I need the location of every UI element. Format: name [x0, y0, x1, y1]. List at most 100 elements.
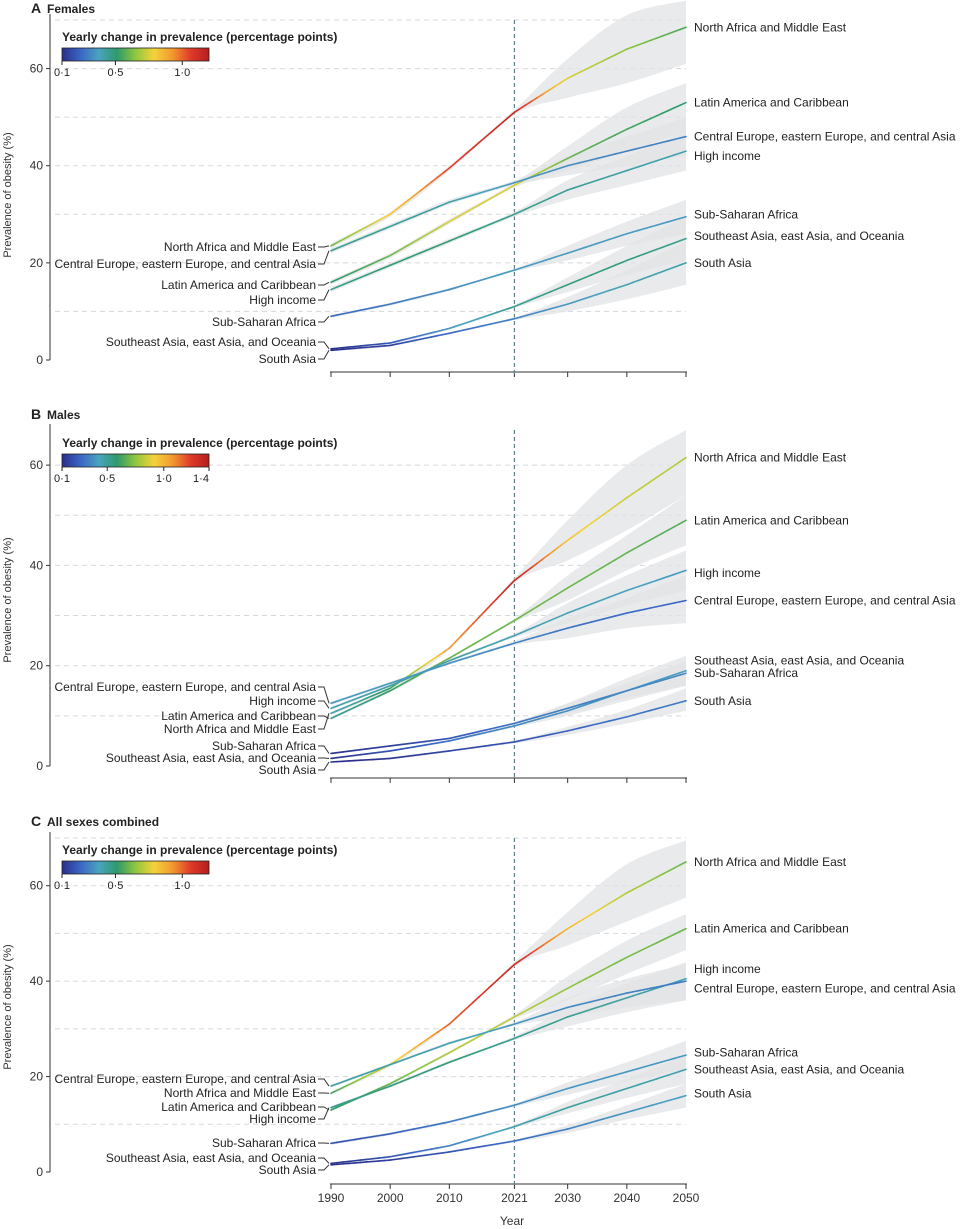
series-segment — [436, 224, 445, 230]
series-segment — [501, 1141, 510, 1144]
series-segment — [649, 143, 658, 147]
series-segment — [489, 743, 498, 747]
series-segment — [407, 195, 415, 202]
series-segment — [330, 714, 338, 720]
series-segment — [673, 600, 681, 604]
series-segment — [507, 184, 516, 190]
series-segment — [513, 720, 522, 725]
series-segment — [353, 268, 362, 273]
series-segment — [418, 1039, 427, 1046]
series-segment — [584, 522, 593, 529]
series-segment — [330, 756, 338, 760]
series-segment — [365, 1072, 374, 1077]
series-segment — [347, 698, 356, 703]
series-segment — [359, 1072, 368, 1077]
right-label-south-asia: South Asia — [694, 1086, 752, 1100]
series-segment — [584, 603, 593, 608]
series-segment — [383, 342, 391, 345]
series-segment — [643, 144, 652, 148]
series-segment — [466, 147, 474, 154]
series-segment — [531, 1028, 539, 1033]
series-segment — [679, 26, 687, 31]
series-segment — [383, 1133, 391, 1136]
series-segment — [413, 1043, 421, 1050]
left-label-connector — [318, 745, 330, 754]
series-segment — [596, 696, 604, 701]
series-segment — [454, 655, 462, 660]
right-label-sub-saharan-africa: Sub-Saharan Africa — [694, 666, 798, 680]
series-segment — [448, 1119, 457, 1123]
series-segment — [489, 647, 498, 652]
series-segment — [543, 715, 551, 719]
series-segment — [667, 673, 675, 678]
series-segment — [537, 172, 545, 176]
series-segment — [555, 590, 563, 597]
series-segment — [365, 262, 374, 268]
series-segment — [667, 602, 675, 606]
left-label-south-asia: South Asia — [259, 352, 317, 366]
series-segment — [359, 344, 368, 347]
series-segment — [454, 323, 462, 328]
series-segment — [330, 1089, 338, 1095]
series-high-income — [330, 569, 687, 710]
series-segment — [543, 291, 551, 296]
series-segment — [442, 332, 451, 336]
series-segment — [661, 244, 670, 249]
series-segment — [342, 235, 350, 241]
series-segment — [673, 1055, 681, 1060]
left-label-connector — [318, 341, 330, 350]
series-segment — [543, 552, 551, 559]
series-segment — [448, 237, 457, 242]
series-segment — [454, 748, 462, 751]
series-segment — [430, 1031, 439, 1038]
series-segment — [501, 183, 510, 188]
series-segment — [430, 227, 439, 233]
series-segment — [347, 310, 356, 314]
series-segment — [643, 539, 652, 544]
left-labels: Central Europe, eastern Europe, and cent… — [55, 1072, 330, 1177]
colorbar-tick-label: 0·5 — [108, 67, 124, 79]
series-segment — [602, 175, 610, 180]
series-segment — [460, 1042, 468, 1048]
series-segment — [395, 220, 403, 225]
series-segment — [560, 587, 569, 593]
series-segment — [637, 1081, 646, 1086]
series-segment — [525, 1136, 533, 1140]
series-segment — [347, 240, 356, 245]
series-segment — [626, 125, 634, 131]
series-segment — [495, 626, 504, 632]
series-segment — [407, 1075, 415, 1080]
series-segment — [424, 1035, 433, 1042]
series-segment — [590, 1006, 599, 1011]
series-segment — [643, 250, 652, 255]
series-segment — [590, 62, 599, 68]
series-segment — [649, 987, 658, 992]
series-segment — [330, 1104, 338, 1109]
series-segment — [519, 570, 528, 577]
series-segment — [371, 343, 380, 346]
series-segment — [584, 295, 593, 300]
series-segment — [531, 605, 539, 611]
series-segment — [336, 756, 344, 759]
series-segment — [478, 646, 486, 651]
y-tick-label: 0 — [36, 759, 43, 773]
series-north-africa-and-middle-east — [330, 26, 687, 247]
series-segment — [555, 711, 563, 715]
series-segment — [608, 718, 616, 722]
series-segment — [566, 74, 575, 80]
series-segment — [614, 151, 622, 155]
series-segment — [543, 733, 551, 737]
series-segment — [555, 709, 563, 713]
series-segment — [424, 1048, 433, 1053]
series-segment — [661, 268, 670, 273]
series-segment — [418, 753, 427, 756]
x-tick-label: 2010 — [436, 1191, 463, 1205]
series-segment — [336, 346, 344, 350]
series-segment — [643, 607, 652, 611]
series-segment — [649, 579, 658, 584]
series-segment — [389, 1079, 397, 1085]
series-segment — [549, 594, 557, 600]
series-segment — [519, 721, 528, 726]
series-segment — [413, 296, 421, 300]
series-segment — [424, 1153, 433, 1157]
